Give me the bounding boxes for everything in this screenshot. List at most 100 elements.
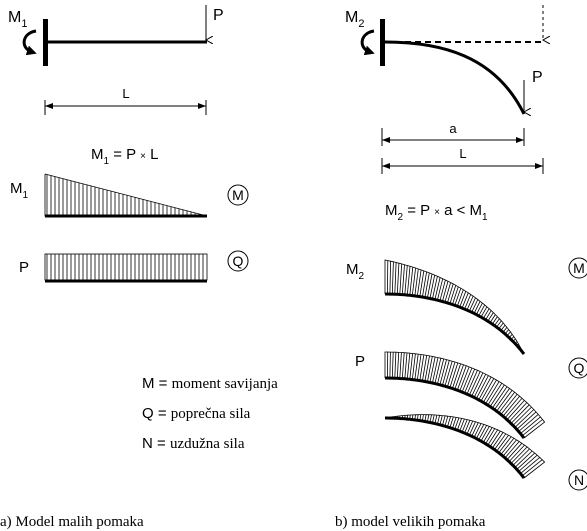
left-shear-diagram-label: P (19, 259, 29, 276)
hatch-line (518, 454, 538, 472)
hatch-line (427, 356, 433, 383)
hatch-line (491, 432, 504, 449)
right-fixed-support (380, 19, 385, 66)
legend-item-q: Q = poprečna sila (142, 405, 251, 422)
right-deformed-beam (384, 40, 526, 115)
hatch-line (504, 398, 523, 419)
legend-item-n: N = uzdužna sila (142, 435, 245, 452)
hatch-line (494, 433, 507, 450)
hatch-line (449, 416, 454, 428)
hatch-line (422, 355, 428, 382)
hatch-line (406, 353, 411, 380)
hatch-line (434, 277, 441, 300)
hatch-line (464, 294, 472, 310)
left-shear-diagram (44, 253, 208, 283)
hatch-line (508, 444, 525, 462)
hatch-line (482, 379, 497, 403)
hatch-line (466, 370, 478, 395)
hatch-line (473, 423, 482, 438)
hatch-line (432, 357, 439, 384)
hatch-line (489, 314, 496, 323)
hatch-line (510, 446, 528, 464)
hatch-line (466, 295, 474, 311)
hatch-line (444, 416, 449, 427)
hatch-line (439, 279, 446, 301)
right-deflection-label: a (449, 121, 457, 136)
hatch-line (480, 426, 490, 442)
hatch-line (459, 366, 470, 392)
hatch-line (487, 382, 503, 406)
hatch-line (498, 391, 515, 414)
hatch-line (466, 420, 474, 435)
hatch-line (394, 352, 397, 379)
hatch-line (394, 262, 397, 295)
hatch-line (473, 301, 481, 314)
hatch-line (514, 409, 535, 428)
hatch-line (476, 375, 489, 399)
right-shear-diagram-label: P (355, 353, 365, 370)
left-moment-tag: M (232, 187, 244, 203)
left-moment-label: M1 (8, 9, 27, 30)
hatch-line (485, 310, 492, 321)
hatch-line (496, 390, 513, 412)
hatch-line (471, 299, 479, 313)
hatch-line (498, 436, 512, 454)
hatch-line (476, 424, 485, 439)
left-force-label: P (213, 7, 224, 24)
hatch-line (389, 261, 391, 295)
right-dimension-l: L (381, 146, 544, 174)
hatch-line (516, 411, 537, 430)
hatch-line (506, 400, 525, 420)
hatch-line (401, 352, 405, 379)
hatch-line (487, 429, 498, 446)
hatch-line (447, 283, 454, 304)
hatch-line (439, 415, 443, 425)
hatch-line (409, 267, 414, 296)
hatch-line (442, 415, 446, 426)
hatch-line (459, 291, 467, 308)
hatch-line (429, 356, 436, 383)
hatch-line (456, 289, 464, 307)
hatch-line (459, 418, 465, 432)
hatch-line (480, 378, 495, 402)
hatch-line (464, 420, 471, 434)
hatch-line (520, 416, 541, 434)
hatch-line (409, 353, 413, 380)
hatch-line (452, 286, 459, 305)
hatch-line (482, 427, 493, 443)
hatch-line (518, 414, 539, 432)
hatch-line (437, 278, 444, 301)
hatch-line (454, 288, 462, 306)
hatch-line (491, 316, 498, 325)
hatch-line (461, 367, 473, 393)
hatch-line (429, 275, 436, 299)
right-force-label: P (532, 69, 543, 86)
hatch-line (468, 297, 476, 312)
right-shear-tag: Q (574, 360, 585, 376)
hatch-line (502, 395, 520, 417)
hatch-line (414, 268, 419, 296)
hatch-line (432, 276, 438, 300)
hatch-line (452, 417, 457, 429)
left-fixed-support (43, 19, 48, 66)
hatch-line (424, 272, 430, 298)
right-moment-tag-circle (568, 257, 587, 279)
hatch-line (500, 437, 515, 455)
hatch-line (508, 402, 528, 422)
hatch-line (449, 285, 457, 304)
hatch-line (422, 271, 427, 298)
right-axial-diagram (384, 414, 546, 479)
hatch-line (500, 393, 518, 415)
right-moment-diagram (384, 259, 526, 355)
hatch-line (391, 261, 394, 295)
left-length-label: L (122, 86, 129, 101)
hatch-line (485, 428, 496, 445)
left-shear-tag-circle (227, 250, 249, 272)
hatch-line (516, 452, 535, 470)
hatch-line (419, 354, 425, 381)
hatch-line (480, 306, 488, 318)
hatch-line (456, 365, 467, 391)
hatch-line (437, 358, 445, 385)
hatch-line (404, 352, 408, 379)
hatch-line (424, 355, 430, 382)
